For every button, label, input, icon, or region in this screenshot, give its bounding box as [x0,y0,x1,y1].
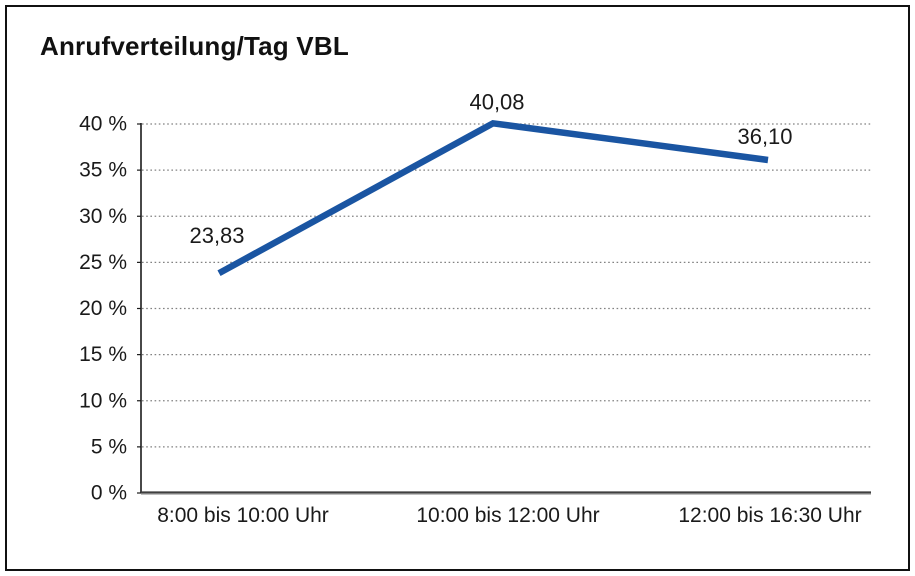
y-axis-label: 25 % [79,251,127,274]
x-axis-label: 8:00 bis 10:00 Uhr [157,504,329,527]
series-line [217,119,769,277]
chart-title: Anrufverteilung/Tag VBL [40,31,349,61]
y-axis-label: 10 % [79,389,127,412]
y-axis-label: 0 % [91,482,127,505]
data-label: 40,08 [469,89,524,114]
x-axis-label: 12:00 bis 16:30 Uhr [678,504,861,527]
y-axis-label: 5 % [91,435,127,458]
y-axis-label: 15 % [79,343,127,366]
y-axis-label: 30 % [79,205,127,228]
y-axis-label: 20 % [79,297,127,320]
data-label: 36,10 [737,124,792,149]
data-label: 23,83 [189,223,244,248]
y-axis-label: 40 % [79,113,127,136]
x-axis-label: 10:00 bis 12:00 Uhr [416,504,599,527]
y-axis-label: 35 % [79,159,127,182]
